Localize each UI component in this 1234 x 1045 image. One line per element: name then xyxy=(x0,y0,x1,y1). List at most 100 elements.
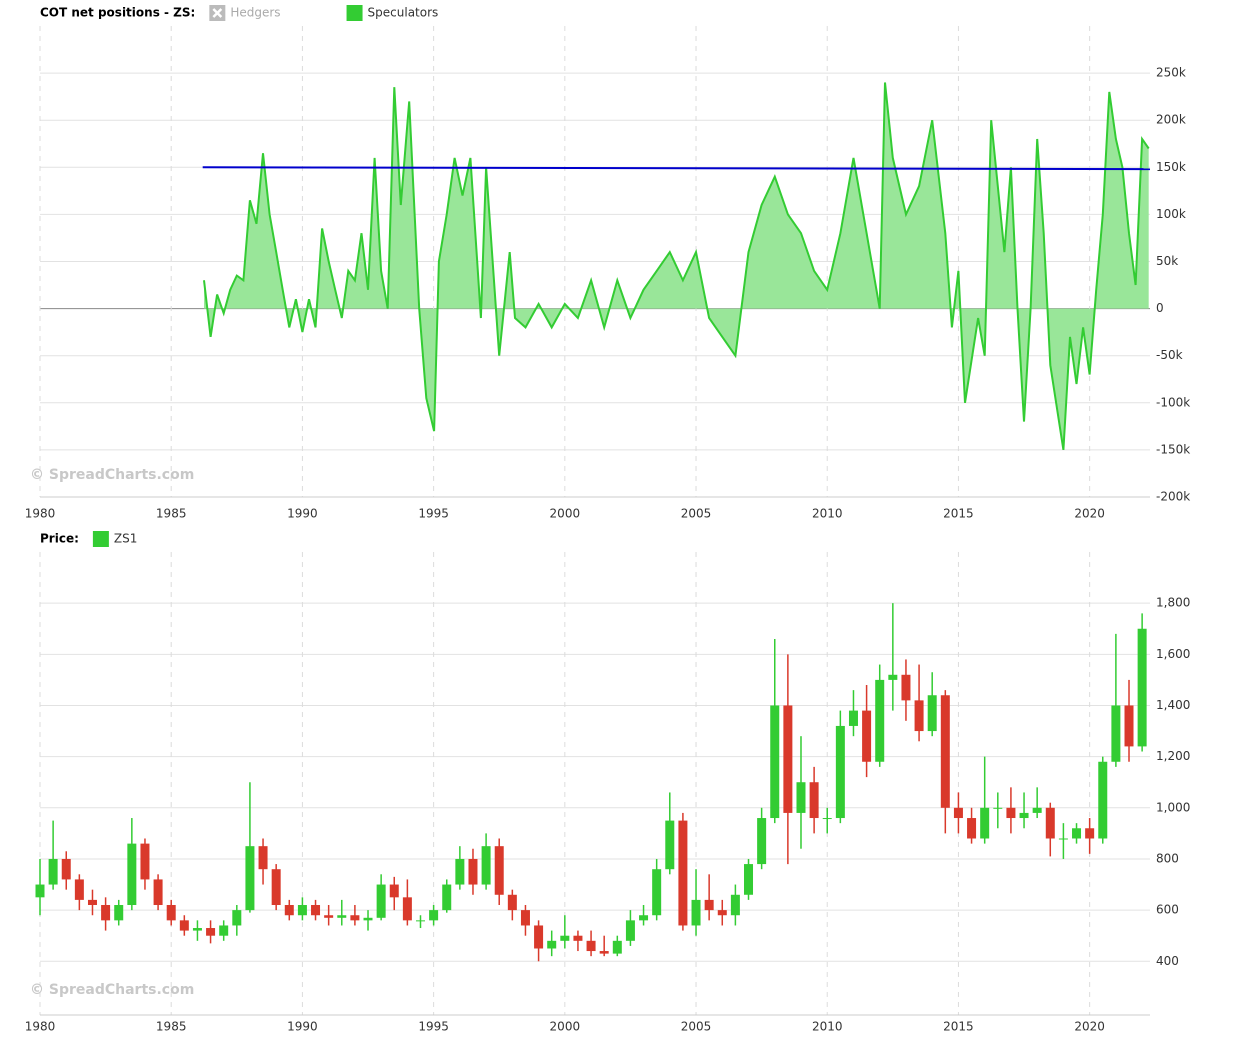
reference-line xyxy=(202,166,1151,171)
candle-body xyxy=(297,905,307,916)
candle-body xyxy=(114,905,124,921)
candle-body xyxy=(534,925,544,949)
y-tick-label: 1,800 xyxy=(1156,596,1190,610)
candle-body xyxy=(757,818,767,865)
y-tick-label: -100k xyxy=(1156,395,1190,409)
area-line xyxy=(203,82,1150,451)
candle-body xyxy=(993,807,1003,809)
candle-body xyxy=(1045,807,1055,839)
legend-swatch xyxy=(92,531,109,547)
candle-body xyxy=(192,928,202,931)
candle-body xyxy=(914,700,924,732)
candle-body xyxy=(1072,828,1082,839)
candle-body xyxy=(980,807,990,839)
x-tick-label: 2005 xyxy=(681,507,712,521)
legend-off-icon xyxy=(212,8,223,18)
x-tick-label: 2000 xyxy=(550,507,581,521)
candle-body xyxy=(271,869,281,906)
y-tick-label: 100k xyxy=(1156,207,1186,221)
candle-body xyxy=(901,674,911,701)
candle-body xyxy=(311,905,321,916)
x-tick-label: 2020 xyxy=(1074,507,1105,521)
watermark: © SpreadCharts.com xyxy=(30,467,194,483)
x-tick-label: 1980 xyxy=(25,507,56,521)
legend-label: ZS1 xyxy=(114,532,137,546)
candle-body xyxy=(1058,838,1068,840)
x-tick-label: 1995 xyxy=(418,1020,449,1034)
candle-body xyxy=(179,920,189,931)
chart-title: Price: xyxy=(40,532,79,546)
candle-body xyxy=(783,705,793,813)
candle-body xyxy=(1111,705,1121,762)
legend-label: Speculators xyxy=(368,6,439,20)
candle-body xyxy=(363,917,373,921)
legend-label: Hedgers xyxy=(230,6,280,20)
candle-body xyxy=(35,884,45,898)
candle-body xyxy=(639,915,649,921)
candle-body xyxy=(1098,761,1108,839)
x-tick-label: 2010 xyxy=(812,1020,843,1034)
y-tick-label: 250k xyxy=(1156,66,1186,80)
candle-body xyxy=(835,725,845,819)
candle-body xyxy=(61,858,71,880)
candle-body xyxy=(691,899,701,926)
x-tick-label: 2015 xyxy=(943,507,974,521)
candle-body xyxy=(560,935,570,941)
candle-body xyxy=(481,846,491,885)
x-tick-label: 2020 xyxy=(1074,1020,1105,1034)
candle-body xyxy=(599,951,609,954)
candle-body xyxy=(586,940,596,952)
candle-body xyxy=(389,884,399,898)
y-tick-label: 800 xyxy=(1156,851,1179,865)
candle-body xyxy=(415,920,425,922)
candle-body xyxy=(140,843,150,880)
candle-body xyxy=(350,915,360,921)
candle-body xyxy=(704,899,714,911)
y-tick-label: 150k xyxy=(1156,160,1186,174)
candle-body xyxy=(730,894,740,916)
candle-body xyxy=(717,910,727,916)
candle-body xyxy=(770,705,780,819)
candle-body xyxy=(822,818,832,820)
x-tick-label: 1990 xyxy=(287,1020,318,1034)
candle-body xyxy=(48,858,58,885)
y-tick-label: 1,200 xyxy=(1156,749,1190,763)
candle-body xyxy=(74,879,84,900)
candle-body xyxy=(1124,705,1134,747)
candle-body xyxy=(337,915,347,918)
x-tick-label: 2010 xyxy=(812,507,843,521)
candle-body xyxy=(206,928,216,936)
chart-title: COT net positions - ZS: xyxy=(40,6,195,20)
candle-body xyxy=(625,920,635,941)
x-tick-label: 1985 xyxy=(156,1020,187,1034)
y-tick-label: -200k xyxy=(1156,490,1190,504)
candle-body xyxy=(153,879,163,906)
y-tick-label: 50k xyxy=(1156,254,1178,268)
candle-body xyxy=(258,846,268,870)
candle-body xyxy=(967,818,977,839)
candle-body xyxy=(875,679,885,762)
candle-body xyxy=(848,710,858,726)
candle-body xyxy=(940,695,950,808)
x-tick-label: 1985 xyxy=(156,507,187,521)
x-tick-label: 1995 xyxy=(418,507,449,521)
candle-body xyxy=(652,869,662,916)
candle-body xyxy=(612,940,622,954)
candle-body xyxy=(744,864,754,895)
candle-body xyxy=(809,782,819,819)
x-tick-label: 2000 xyxy=(550,1020,581,1034)
candle-body xyxy=(1085,828,1095,839)
candle-body xyxy=(101,905,111,921)
y-tick-label: 1,400 xyxy=(1156,698,1190,712)
y-tick-label: -50k xyxy=(1156,348,1183,362)
y-tick-label: 600 xyxy=(1156,903,1179,917)
candle-body xyxy=(507,894,517,911)
legend-swatch xyxy=(346,5,363,21)
candle-body xyxy=(219,925,229,936)
y-tick-label: 400 xyxy=(1156,954,1179,968)
x-tick-label: 1990 xyxy=(287,507,318,521)
candle-body xyxy=(429,910,439,921)
candle-body xyxy=(284,905,294,916)
candle-body xyxy=(888,674,898,680)
x-tick-label: 2015 xyxy=(943,1020,974,1034)
